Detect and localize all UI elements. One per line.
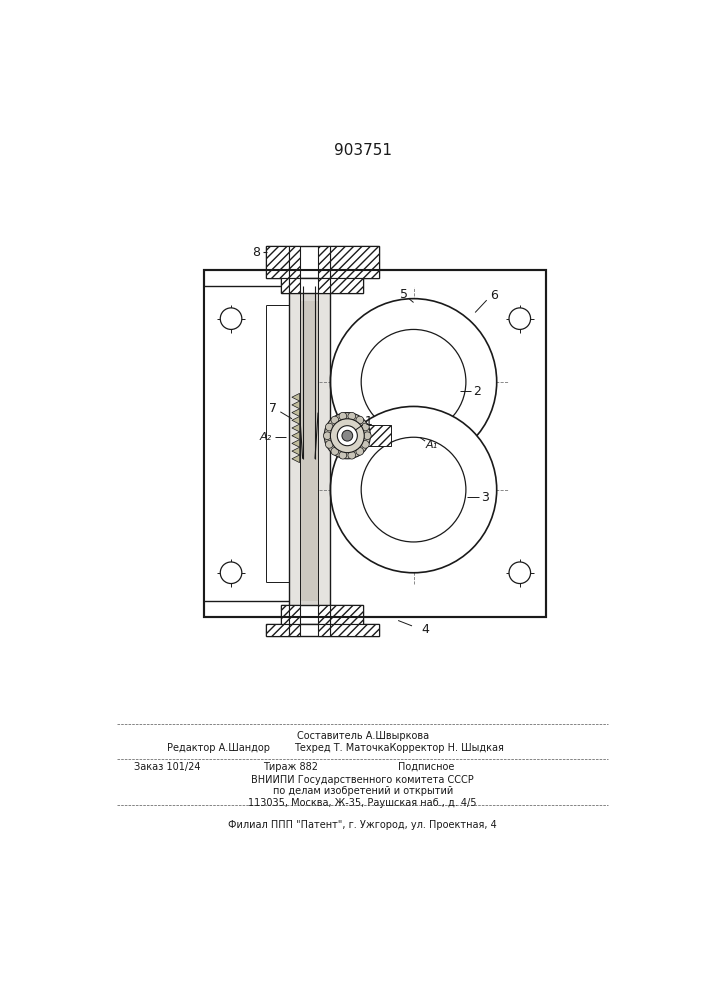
Polygon shape [288,246,300,278]
Circle shape [361,437,466,542]
Circle shape [509,308,530,329]
Text: 8: 8 [252,246,259,259]
Circle shape [221,308,242,329]
Circle shape [337,426,357,446]
Circle shape [221,562,242,584]
Text: Заказ 101/24: Заказ 101/24 [134,762,201,772]
Polygon shape [292,432,300,440]
Text: 2: 2 [473,385,481,398]
Circle shape [348,451,356,459]
Bar [204,286,288,601]
Text: 4: 4 [421,623,429,636]
Circle shape [325,441,333,448]
Text: Тираж 882: Тираж 882 [264,762,318,772]
Polygon shape [330,624,379,636]
Polygon shape [266,246,288,278]
Polygon shape [292,401,300,409]
Circle shape [325,413,370,459]
Polygon shape [288,624,300,636]
Polygon shape [288,605,300,624]
Circle shape [325,423,333,431]
Text: Техред Т. МаточкаКорректор Н. Шыдкая: Техред Т. МаточкаКорректор Н. Шыдкая [294,743,504,753]
Circle shape [339,412,346,420]
Polygon shape [292,447,300,455]
Bar [300,286,318,617]
Circle shape [363,432,371,440]
Polygon shape [364,425,391,446]
Circle shape [330,299,497,465]
Text: 7: 7 [269,402,276,415]
Circle shape [348,412,356,420]
Polygon shape [318,624,330,636]
Polygon shape [364,425,365,446]
Bar [266,624,379,636]
Polygon shape [292,440,300,447]
Circle shape [331,448,339,455]
Text: 903751: 903751 [334,143,392,158]
Circle shape [509,562,530,584]
Polygon shape [292,424,300,432]
Polygon shape [292,455,300,463]
Text: Редактор А.Шандор: Редактор А.Шандор [167,743,270,753]
Polygon shape [281,605,288,624]
Circle shape [330,419,364,453]
Polygon shape [318,605,330,624]
Text: Подписное: Подписное [398,762,455,772]
Polygon shape [318,278,330,293]
Polygon shape [330,605,363,624]
Text: по делам изобретений и открытий: по делам изобретений и открытий [273,786,453,796]
Text: ВНИИПИ Государственного комитета СССР: ВНИИПИ Государственного комитета СССР [252,775,474,785]
Circle shape [361,441,369,448]
Circle shape [361,329,466,434]
Text: A₂: A₂ [259,432,271,442]
Circle shape [324,432,331,440]
Bar [204,270,546,617]
Text: 5: 5 [400,288,409,301]
Polygon shape [288,278,300,293]
Bar [300,301,318,601]
Text: Филиал ППП "Патент", г. Ужгород, ул. Проектная, 4: Филиал ППП "Патент", г. Ужгород, ул. Про… [228,820,497,830]
Text: 3: 3 [481,491,489,504]
Circle shape [361,423,369,431]
Bar [266,246,379,278]
Circle shape [356,448,363,455]
Text: 113035, Москва, Ж-35, Раушская наб., д. 4/5: 113035, Москва, Ж-35, Раушская наб., д. … [248,798,477,808]
Bar [204,270,546,617]
Polygon shape [330,246,379,278]
Polygon shape [318,246,330,278]
Circle shape [342,430,353,441]
Polygon shape [292,416,300,424]
Bar [281,605,363,624]
Circle shape [331,416,339,424]
Polygon shape [266,624,288,636]
Polygon shape [292,409,300,416]
Circle shape [356,416,363,424]
Polygon shape [292,393,300,401]
Circle shape [339,451,346,459]
Polygon shape [330,278,363,293]
Text: A₁: A₁ [426,440,438,450]
Text: 1: 1 [365,415,373,428]
Polygon shape [281,278,288,293]
Text: 6: 6 [490,289,498,302]
Text: Составитель А.Швыркова: Составитель А.Швыркова [297,731,428,741]
Bar [281,278,363,293]
Bar [288,286,330,617]
Circle shape [330,406,497,573]
